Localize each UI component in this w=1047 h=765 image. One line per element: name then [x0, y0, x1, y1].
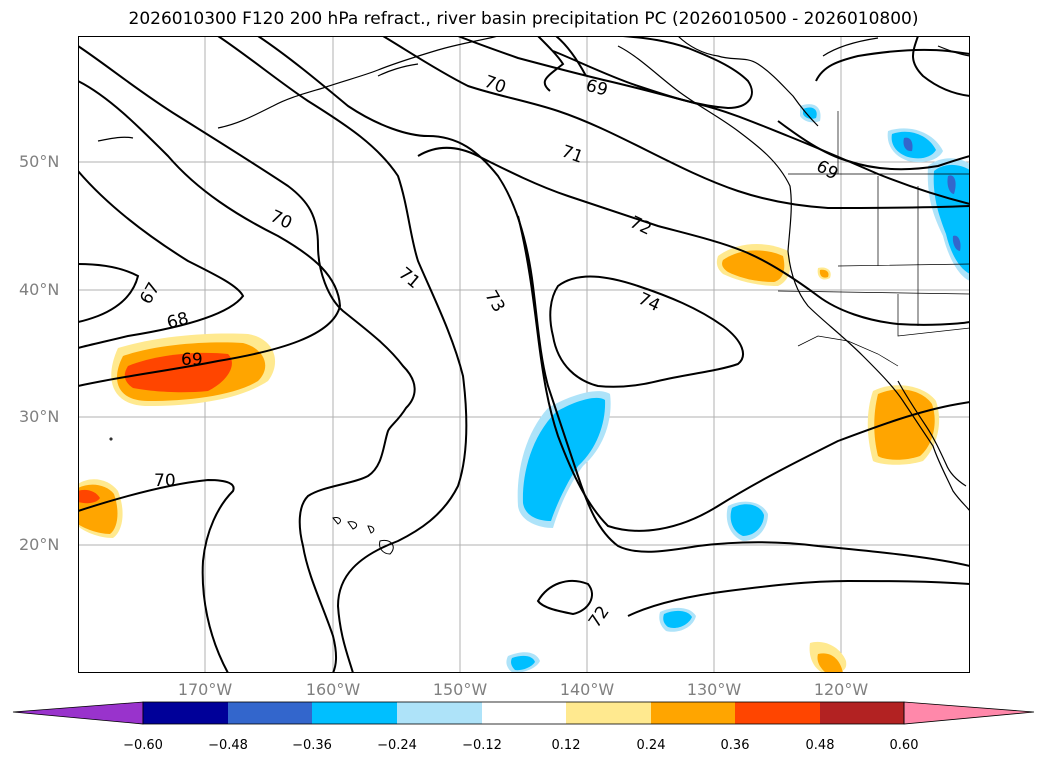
colorbar-segment [651, 702, 735, 724]
precip-negative-fills [506, 104, 970, 673]
refractivity-contours [78, 36, 970, 673]
colorbar-frame [142, 701, 905, 725]
colorbar-segment [820, 702, 904, 724]
colorbar-tick-label: −0.12 [462, 738, 502, 753]
lon-label-170w: 170°W [177, 680, 233, 699]
colorbar-tick-label: 0.24 [636, 738, 666, 753]
colorbar-arrow-low [12, 701, 144, 725]
colorbar-tick-label: 0.48 [805, 738, 835, 753]
lon-label-160w: 160°W [305, 680, 361, 699]
colorbar-segment [566, 702, 651, 724]
lon-label-130w: 130°W [686, 680, 742, 699]
colorbar-segment [482, 702, 566, 724]
contour-label: 69 [181, 350, 203, 370]
colorbar-segment [228, 702, 312, 724]
colorbar-tick-label: −0.48 [208, 738, 248, 753]
colorbar-tick-label: 0.12 [551, 738, 581, 753]
lat-label-30n: 30°N [19, 407, 60, 426]
colorbar-segment [312, 702, 397, 724]
map-title: 2026010300 F120 200 hPa refract., river … [128, 9, 919, 29]
colorbar-tick-label: −0.24 [377, 738, 417, 753]
colorbar-tick-label: −0.36 [292, 738, 332, 753]
islands [109, 437, 394, 555]
lat-label-20n: 20°N [19, 535, 60, 554]
colorbar-segment [735, 702, 820, 724]
lon-label-150w: 150°W [432, 680, 488, 699]
map-frame [78, 36, 970, 673]
map-panel: 70 69 71 72 69 70 71 73 74 67 68 69 70 7… [78, 36, 970, 673]
colorbar-segment [397, 702, 482, 724]
colorbar-tick-label: −0.60 [123, 738, 163, 753]
colorbar-tick-label: 0.60 [889, 738, 919, 753]
colorbar-arrow-high [903, 701, 1035, 725]
colorbar-tick-label: 0.36 [720, 738, 750, 753]
precip-positive-fills [78, 244, 940, 673]
lon-label-140w: 140°W [559, 680, 615, 699]
colorbar-segment [143, 702, 228, 724]
lon-label-120w: 120°W [813, 680, 869, 699]
colorbar [12, 701, 1035, 725]
lat-label-40n: 40°N [19, 280, 60, 299]
lat-label-50n: 50°N [19, 152, 60, 171]
contour-label: 70 [154, 471, 176, 491]
